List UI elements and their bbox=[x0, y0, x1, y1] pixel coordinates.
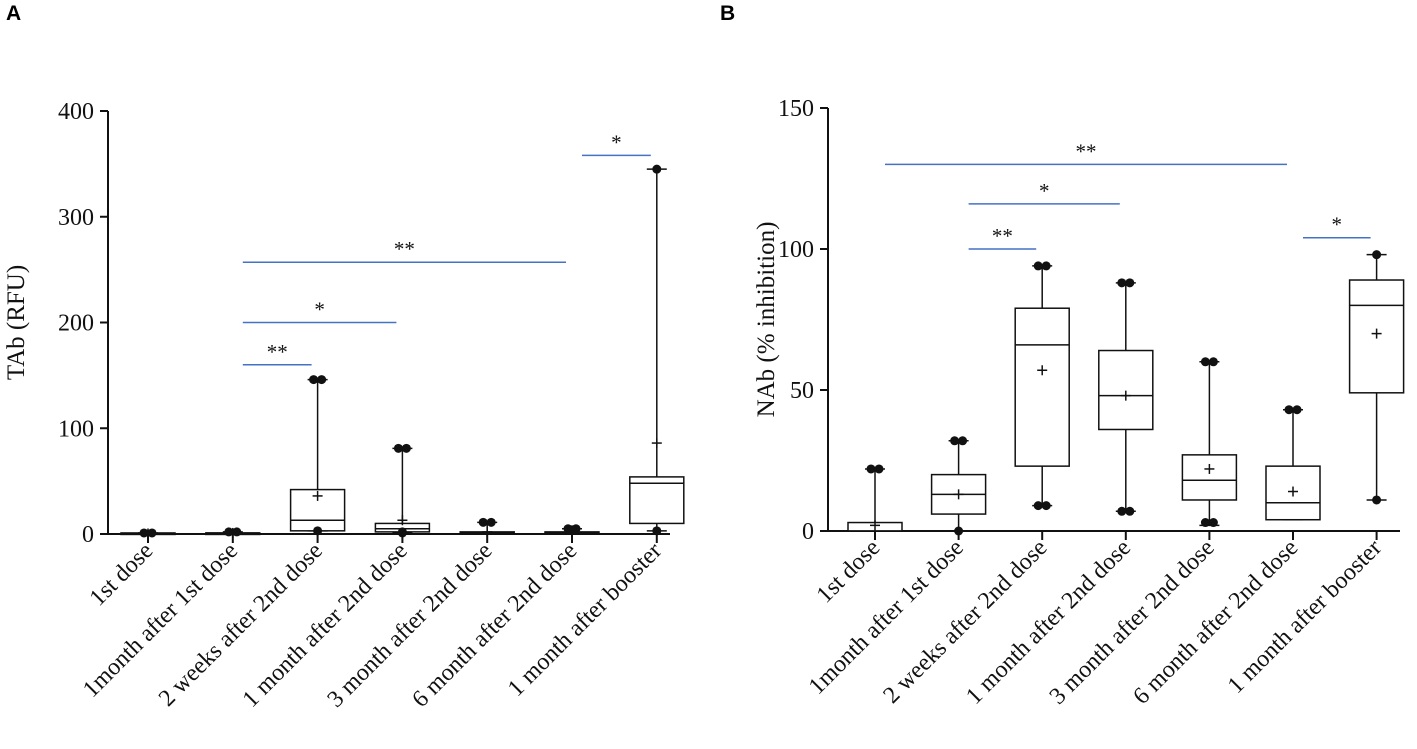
panel-b-x-tick-label-5: 6 month after 2nd dose bbox=[1128, 535, 1303, 710]
panel-b-outlier-2-1 bbox=[1041, 261, 1051, 271]
panel-b-x-tick-label-3: 1 month after 2nd dose bbox=[961, 535, 1136, 710]
panel-b-outlier-3-2 bbox=[1117, 506, 1127, 516]
panel-b-outlier-5-0 bbox=[1284, 405, 1294, 415]
panel-a-x-tick-label-5: 6 month after 2nd dose bbox=[407, 538, 582, 713]
panel-a-x-tick-label-4: 3 month after 2nd dose bbox=[323, 538, 498, 713]
panel-b-outlier-0-1 bbox=[874, 464, 884, 474]
panel-a-x-tick-label-3: 1 month after 2nd dose bbox=[238, 538, 413, 713]
panel-a-outlier-3-1 bbox=[401, 443, 411, 453]
panel-a-y-tick-label-1: 100 bbox=[58, 416, 94, 442]
panel-b-nab-chart: B 0 50 100 150 NAb (% inhibition) 1st dose1mo… bbox=[720, 2, 1405, 710]
panel-a-significance-label-0: ** bbox=[267, 340, 288, 364]
panel-a-outlier-1-0 bbox=[224, 527, 234, 537]
panel-a-y-tick-label-0: 0 bbox=[82, 522, 94, 548]
panel-b-box-2 bbox=[1014, 307, 1070, 467]
panel-b-y-tick-label-0: 0 bbox=[802, 519, 814, 545]
panel-b-outlier-2-2 bbox=[1033, 501, 1043, 511]
panel-a-outlier-3-3 bbox=[397, 528, 407, 538]
panel-b-y-tick-label-2: 100 bbox=[778, 237, 814, 263]
panel-b-outlier-3-1 bbox=[1125, 278, 1135, 288]
panel-a-y-tick-label-3: 300 bbox=[58, 205, 94, 231]
panel-a-significance-label-2: ** bbox=[394, 237, 415, 261]
panel-b-outlier-1-0 bbox=[950, 436, 960, 446]
panel-a-x-tick-label-1: 1month after 1st dose bbox=[78, 538, 243, 703]
panel-b-x-tick-label-1: 1month after 1st dose bbox=[804, 535, 969, 700]
panel-b-x-tick-label-6: 1 month after booster bbox=[1223, 535, 1387, 699]
panel-b-significance-label-1: * bbox=[1039, 179, 1050, 203]
panel-b-outlier-5-1 bbox=[1292, 405, 1302, 415]
panel-a-outlier-6-1 bbox=[652, 526, 662, 536]
panel-a-outlier-2-0 bbox=[309, 375, 319, 385]
panel-a-y-tick-label-4: 400 bbox=[58, 99, 94, 125]
panel-a-letter: A bbox=[6, 2, 21, 25]
panel-a-outlier-2-2 bbox=[313, 526, 323, 536]
panel-a-outlier-3-0 bbox=[393, 443, 403, 453]
panel-b-outlier-2-3 bbox=[1041, 501, 1051, 511]
panel-b-x-tick-label-2: 2 weeks after 2nd dose bbox=[879, 535, 1053, 709]
panel-a-x-tick-label-6: 1 month after booster bbox=[503, 538, 667, 702]
panel-a-outlier-4-1 bbox=[486, 517, 496, 527]
panel-a-outlier-0-0 bbox=[139, 528, 149, 538]
panel-b-x-tick-label-4: 3 month after 2nd dose bbox=[1045, 535, 1220, 710]
panel-a-outlier-5-2 bbox=[567, 525, 577, 535]
panel-a-outlier-2-1 bbox=[317, 375, 327, 385]
panel-a-outlier-1-1 bbox=[232, 527, 242, 537]
panel-b-significance-label-3: * bbox=[1332, 213, 1343, 237]
panel-b-outlier-4-2 bbox=[1200, 518, 1210, 528]
panel-a-significance-label-1: * bbox=[314, 298, 325, 322]
panel-a-y-axis-title: TAb (RFU) bbox=[3, 265, 30, 380]
panel-b-box-6 bbox=[1348, 279, 1405, 394]
panel-a-x-tick-label-0: 1st dose bbox=[85, 538, 159, 612]
panel-b-y-tick-label-3: 150 bbox=[778, 96, 814, 122]
panel-b-y-tick-label-1: 50 bbox=[790, 378, 814, 404]
panel-a-y-tick-label-2: 200 bbox=[58, 311, 94, 337]
panel-b-significance-label-2: ** bbox=[992, 224, 1013, 248]
panel-a-box-6 bbox=[629, 476, 685, 525]
panel-b-y-axis-title: NAb (% inhibition) bbox=[753, 222, 780, 418]
panel-b-outlier-0-0 bbox=[866, 464, 876, 474]
panel-b-outlier-6-1 bbox=[1372, 495, 1382, 505]
panel-a-outlier-6-0 bbox=[652, 164, 662, 174]
panel-b-outlier-3-0 bbox=[1117, 278, 1127, 288]
panel-b-outlier-4-1 bbox=[1208, 357, 1218, 367]
panel-a-x-tick-label-2: 2 weeks after 2nd dose bbox=[154, 538, 328, 712]
panel-b-box-4 bbox=[1181, 454, 1238, 501]
panel-b-x-tick-label-0: 1st dose bbox=[812, 535, 886, 609]
panel-b-box-3 bbox=[1098, 349, 1154, 431]
panel-a-outlier-0-1 bbox=[147, 528, 157, 538]
panel-a-significance-label-3: * bbox=[611, 130, 622, 154]
panel-b-outlier-1-2 bbox=[954, 526, 964, 536]
panel-b-outlier-2-0 bbox=[1033, 261, 1043, 271]
panel-b-outlier-4-3 bbox=[1208, 518, 1218, 528]
panel-b-outlier-3-3 bbox=[1125, 506, 1135, 516]
panel-b-outlier-4-0 bbox=[1200, 357, 1210, 367]
panel-b-significance-label-0: ** bbox=[1076, 139, 1097, 163]
panel-b-outlier-1-1 bbox=[958, 436, 968, 446]
panel-b-outlier-6-0 bbox=[1372, 250, 1382, 260]
panel-a-outlier-4-0 bbox=[478, 517, 488, 527]
panel-b-letter: B bbox=[720, 2, 735, 25]
